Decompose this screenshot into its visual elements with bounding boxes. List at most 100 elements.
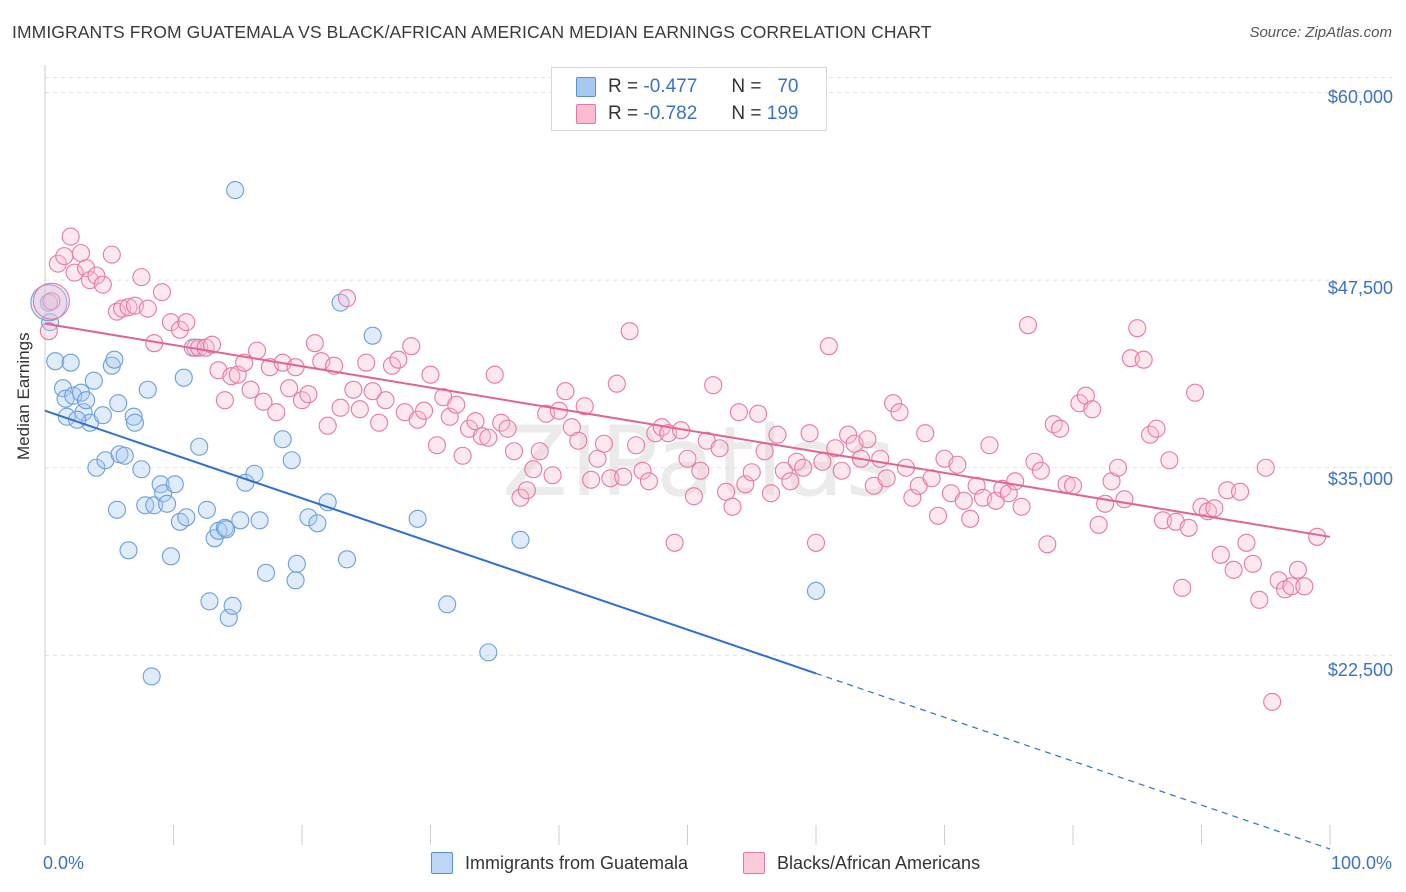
data-point <box>219 608 238 627</box>
data-point <box>115 446 134 465</box>
data-point <box>331 398 350 417</box>
bottom-legend-black-african-american: Blacks/African Americans <box>743 852 980 874</box>
data-point <box>107 302 127 321</box>
data-point <box>684 487 703 506</box>
data-point <box>152 283 171 302</box>
data-point <box>948 455 967 474</box>
legend-swatch-icon <box>576 77 596 97</box>
data-point <box>1295 577 1314 596</box>
data-point <box>138 380 157 399</box>
data-point <box>1256 458 1275 477</box>
data-point <box>813 452 832 471</box>
data-point <box>57 407 76 426</box>
data-point <box>1083 400 1102 419</box>
data-point <box>402 337 421 356</box>
data-point <box>806 581 826 600</box>
data-point <box>177 508 196 527</box>
data-point <box>48 254 67 273</box>
data-point <box>363 382 382 401</box>
data-point <box>517 481 536 500</box>
data-point <box>107 500 127 519</box>
data-point <box>916 424 935 443</box>
data-point <box>742 463 761 482</box>
data-point <box>282 451 301 470</box>
data-point <box>177 313 196 332</box>
legend-swatch-icon <box>576 104 596 124</box>
y-axis-label: Median Earnings <box>14 332 33 460</box>
trend-line-guatemala <box>44 409 817 675</box>
data-point <box>125 413 144 432</box>
data-point <box>109 394 128 413</box>
y-tick-label-35000: $35,000 <box>1327 469 1393 489</box>
data-point <box>105 350 124 369</box>
data-point <box>774 461 793 480</box>
data-point <box>607 374 626 393</box>
data-point <box>77 259 96 278</box>
data-point <box>1006 472 1025 491</box>
data-point <box>132 460 151 479</box>
data-point <box>723 497 742 516</box>
data-point <box>65 263 84 282</box>
data-point <box>1224 560 1243 579</box>
data-point <box>704 376 723 395</box>
data-point <box>438 595 457 614</box>
series-black-african-american <box>32 227 1327 711</box>
legend-n-label: N = <box>731 76 762 97</box>
data-point <box>485 365 504 384</box>
data-point <box>678 449 697 468</box>
data-point <box>575 397 594 416</box>
data-point <box>350 400 369 419</box>
data-point <box>217 520 236 539</box>
source-note: Source: ZipAtlas.com <box>1249 24 1392 41</box>
data-point <box>267 403 286 422</box>
data-point <box>890 403 909 422</box>
legend-r-value: -0.477 <box>643 76 698 97</box>
data-point <box>87 266 106 285</box>
bottom-legend-label: Blacks/African Americans <box>777 852 981 873</box>
data-point <box>299 385 318 404</box>
data-point <box>93 406 112 425</box>
data-point <box>1089 515 1108 534</box>
data-point <box>93 275 112 294</box>
data-point <box>231 511 250 530</box>
x-tick-label-min: 0.0% <box>43 853 85 873</box>
chart-title: IMMIGRANTS FROM GUATEMALA VS BLACK/AFRIC… <box>12 22 932 42</box>
data-point <box>749 404 768 423</box>
data-point <box>524 460 543 479</box>
legend-r-value: -0.782 <box>643 103 698 124</box>
data-point <box>138 299 157 318</box>
legend-n-value: 199 <box>766 103 799 124</box>
data-point <box>839 425 858 444</box>
data-point <box>1108 458 1128 477</box>
data-point <box>119 298 138 317</box>
data-point <box>614 467 633 486</box>
data-point <box>479 428 498 447</box>
data-point <box>877 469 896 488</box>
data-point <box>729 403 748 422</box>
data-point <box>794 458 813 477</box>
x-tick-label-max: 100.0% <box>1330 853 1392 873</box>
data-point <box>235 353 254 372</box>
data-point <box>1147 419 1166 438</box>
data-point <box>376 391 395 410</box>
data-point <box>305 334 324 353</box>
data-point <box>53 379 73 398</box>
legend-n-label: N = <box>731 103 762 124</box>
data-point <box>84 371 103 390</box>
legend-r-label: R = <box>608 103 639 124</box>
data-point <box>1025 452 1044 471</box>
data-point <box>1173 578 1192 597</box>
data-point <box>1282 577 1301 596</box>
data-point <box>1179 518 1198 537</box>
data-point <box>74 403 93 422</box>
data-point <box>929 506 948 525</box>
data-point <box>980 436 999 455</box>
data-point <box>197 500 216 519</box>
data-point <box>800 424 819 443</box>
data-point <box>826 439 845 458</box>
data-point <box>472 427 491 446</box>
data-point <box>408 410 427 429</box>
data-point <box>884 394 903 413</box>
legend-swatch-icon <box>743 852 765 874</box>
data-point <box>287 554 306 573</box>
